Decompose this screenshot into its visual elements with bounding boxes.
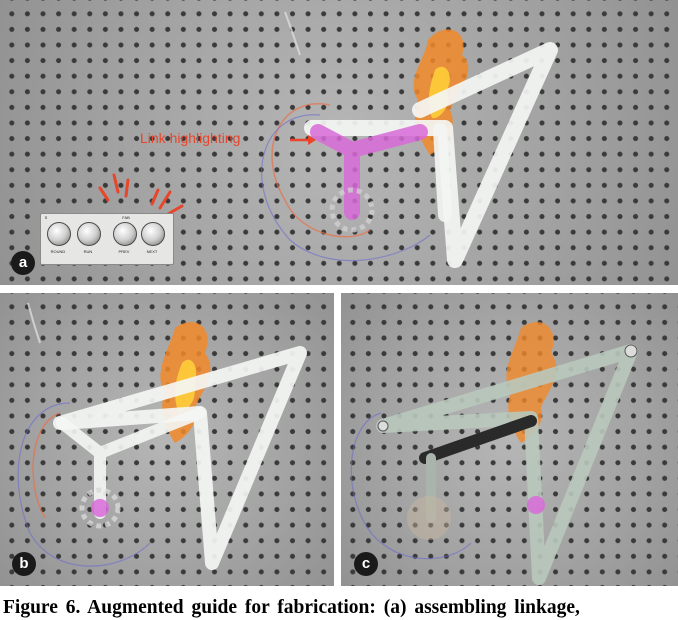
callout-arrowhead (308, 135, 316, 145)
wire (27, 302, 41, 344)
panel-label-a: a (11, 251, 35, 275)
gear-icon (407, 496, 451, 540)
fab-header-label: FAB (122, 215, 130, 220)
next-button-label: NEXT (146, 249, 158, 254)
emphasis-rays (98, 173, 184, 216)
projection-outline (271, 103, 371, 238)
projection-outline (261, 114, 431, 262)
panel-c: c (341, 293, 678, 586)
linkage-white-vertical (433, 123, 452, 222)
projection-outline (32, 412, 61, 519)
panel-b-overlay (17, 302, 307, 570)
run-button[interactable] (77, 222, 101, 246)
link-highlighting-label: Link highlighting (140, 130, 241, 146)
linkage-white (304, 42, 558, 268)
panel-b: b (0, 293, 334, 586)
highlighted-joint (527, 496, 545, 514)
prev-button[interactable] (113, 222, 137, 246)
prev-button-label: PREV (118, 249, 130, 254)
figure-caption: Figure 6. Augmented guide for fabricatio… (3, 597, 580, 618)
corner-label: S (44, 215, 48, 220)
highlighted-joint (91, 499, 109, 517)
round-button-label: ROUND (50, 249, 66, 254)
panel-label-c: c (354, 552, 378, 576)
panel-a-overlay (98, 11, 558, 268)
panel-a: Link highlighting ROUND RUN PREV NEXT FA… (0, 0, 678, 285)
projection-outline (17, 402, 151, 567)
projection-outline (350, 412, 472, 560)
panel-label-b: b (12, 552, 36, 576)
highlighted-link (310, 124, 428, 220)
gear-icon (329, 187, 375, 233)
next-button[interactable] (141, 222, 165, 246)
wire (284, 11, 301, 56)
linkage-white (53, 346, 307, 570)
fabrication-control-box: ROUND RUN PREV NEXT FAB S (40, 213, 174, 265)
joint (377, 420, 389, 432)
gear-icon (79, 487, 121, 529)
linkage-metal (376, 344, 638, 585)
run-button-label: RUN (83, 249, 93, 254)
linkage-dark-bar (419, 415, 537, 464)
panel-c-overlay (350, 322, 638, 585)
joint (624, 344, 638, 358)
round-button[interactable] (47, 222, 71, 246)
